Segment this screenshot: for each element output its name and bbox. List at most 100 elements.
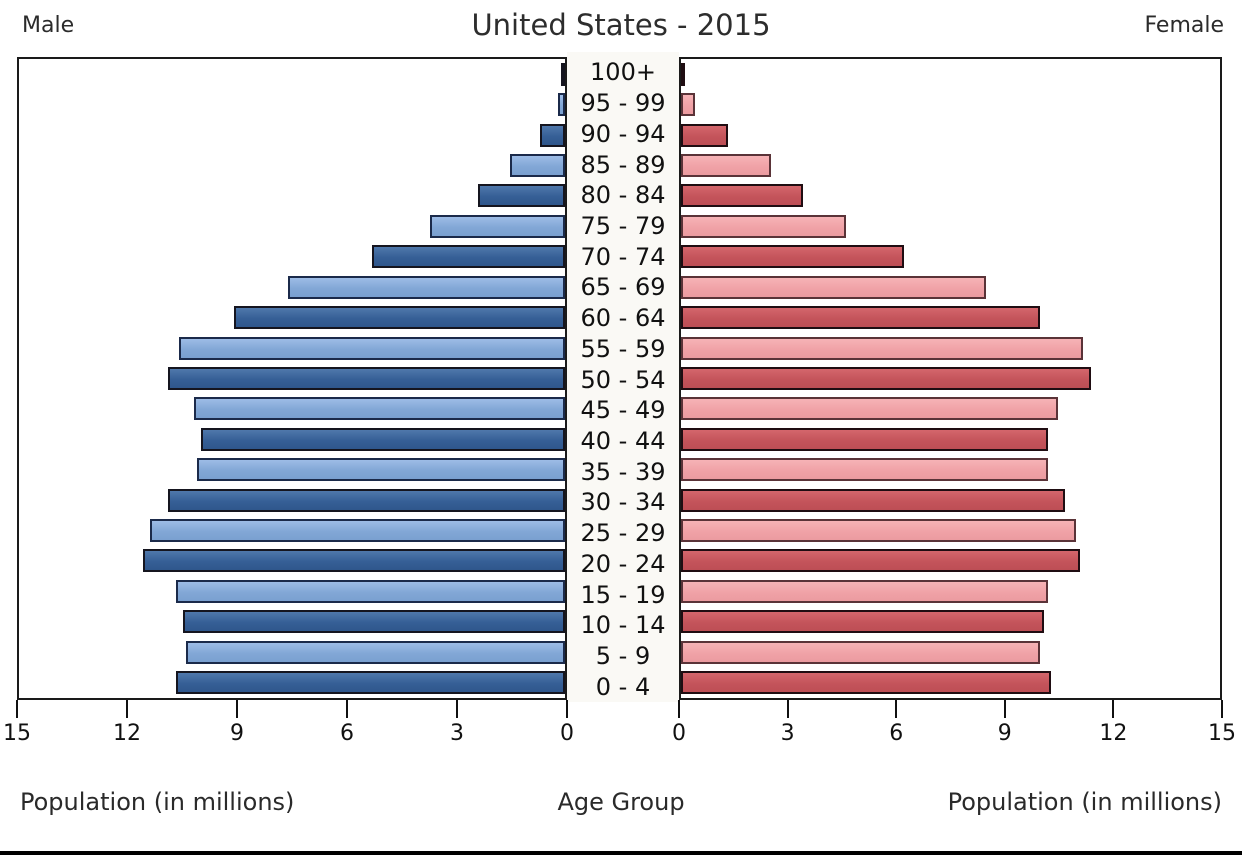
- age-group-axis: 100+ 95 - 99 90 - 94 85 - 89 80 - 84 75 - 79 7…: [567, 52, 679, 702]
- male-row-85-89: [19, 150, 565, 180]
- male-bar-30-34: [168, 488, 565, 512]
- age-label-95-99: 95 - 99: [580, 89, 666, 118]
- male-row-30-34: [19, 485, 565, 515]
- male-bar-95-99: [557, 93, 565, 117]
- female-row-30-34: [681, 485, 1220, 515]
- female-tick-label-9: 9: [997, 721, 1012, 746]
- male-row-80-84: [19, 181, 565, 211]
- male-row-60-64: [19, 302, 565, 332]
- male-row-10-14: [19, 607, 565, 637]
- male-row-0-4: [19, 667, 565, 697]
- female-row-95-99: [681, 89, 1220, 119]
- female-bar-75-79: [681, 214, 847, 238]
- age-label-0-4: 0 - 4: [595, 672, 651, 701]
- male-row-45-49: [19, 394, 565, 424]
- female-row-70-74: [681, 242, 1220, 272]
- male-bar-0-4: [175, 671, 565, 695]
- male-row-40-44: [19, 424, 565, 454]
- male-tick-12: [126, 700, 128, 718]
- age-label-25-29: 25 - 29: [580, 519, 666, 548]
- male-bar-55-59: [179, 336, 565, 360]
- male-bar-25-29: [150, 519, 565, 543]
- male-tick-label-15: 15: [3, 721, 31, 746]
- female-row-65-69: [681, 272, 1220, 302]
- age-label-35-39: 35 - 39: [580, 457, 666, 486]
- age-label-5-9: 5 - 9: [595, 642, 651, 671]
- male-row-55-59: [19, 333, 565, 363]
- male-bar-45-49: [193, 397, 565, 421]
- female-bar-80-84: [681, 184, 804, 208]
- female-row-100plus: [681, 59, 1220, 89]
- female-tick-3: [786, 700, 789, 718]
- male-row-90-94: [19, 120, 565, 150]
- male-bar-35-39: [197, 458, 565, 482]
- age-label-20-24: 20 - 24: [580, 549, 666, 578]
- female-bar-35-39: [681, 458, 1048, 482]
- female-tick-9: [1003, 700, 1006, 718]
- age-label-55-59: 55 - 59: [580, 334, 666, 363]
- male-tick-6: [346, 700, 348, 718]
- female-tick-label-15: 15: [1208, 721, 1236, 746]
- male-row-100plus: [19, 59, 565, 89]
- female-bar-20-24: [681, 549, 1080, 573]
- female-row-45-49: [681, 394, 1220, 424]
- female-row-85-89: [681, 150, 1220, 180]
- male-bar-75-79: [430, 214, 565, 238]
- male-bar-85-89: [510, 153, 565, 177]
- male-tick-0: [566, 700, 568, 718]
- female-row-40-44: [681, 424, 1220, 454]
- age-label-60-64: 60 - 64: [580, 304, 666, 333]
- male-bar-15-19: [175, 579, 565, 603]
- female-bar-45-49: [681, 397, 1059, 421]
- female-bar-65-69: [681, 275, 987, 299]
- male-row-5-9: [19, 637, 565, 667]
- male-row-50-54: [19, 363, 565, 393]
- female-row-0-4: [681, 667, 1220, 697]
- female-bar-95-99: [681, 93, 696, 117]
- male-row-95-99: [19, 89, 565, 119]
- male-bar-90-94: [539, 123, 565, 147]
- female-row-20-24: [681, 546, 1220, 576]
- female-axis-title: Female: [1144, 13, 1224, 38]
- female-tick-label-0: 0: [672, 721, 686, 746]
- male-tick-3: [456, 700, 458, 718]
- age-label-40-44: 40 - 44: [580, 426, 666, 455]
- male-tick-label-6: 6: [340, 721, 354, 746]
- male-bar-65-69: [288, 275, 565, 299]
- female-row-75-79: [681, 211, 1220, 241]
- male-row-75-79: [19, 211, 565, 241]
- female-bar-25-29: [681, 519, 1077, 543]
- age-label-65-69: 65 - 69: [580, 273, 666, 302]
- female-bar-40-44: [681, 427, 1048, 451]
- age-label-15-19: 15 - 19: [580, 580, 666, 609]
- female-row-90-94: [681, 120, 1220, 150]
- age-label-80-84: 80 - 84: [580, 181, 666, 210]
- male-bar-50-54: [168, 366, 565, 390]
- male-bar-70-74: [372, 245, 565, 269]
- female-plot-area: [679, 57, 1222, 700]
- age-label-10-14: 10 - 14: [580, 611, 666, 640]
- male-bar-5-9: [186, 640, 565, 664]
- female-bar-85-89: [681, 153, 771, 177]
- female-row-35-39: [681, 454, 1220, 484]
- bottom-border-rule: [0, 851, 1242, 855]
- chart-title: United States - 2015: [471, 8, 771, 42]
- female-bar-90-94: [681, 123, 728, 147]
- female-row-80-84: [681, 181, 1220, 211]
- male-bar-60-64: [233, 306, 565, 330]
- female-tick-15: [1221, 700, 1223, 718]
- age-label-85-89: 85 - 89: [580, 150, 666, 179]
- male-row-15-19: [19, 576, 565, 606]
- female-bar-30-34: [681, 488, 1066, 512]
- female-bar-55-59: [681, 336, 1084, 360]
- age-label-45-49: 45 - 49: [580, 396, 666, 425]
- female-row-5-9: [681, 637, 1220, 667]
- female-bar-50-54: [681, 366, 1091, 390]
- female-row-25-29: [681, 515, 1220, 545]
- male-row-65-69: [19, 272, 565, 302]
- female-tick-label-12: 12: [1099, 721, 1128, 746]
- female-tick-label-6: 6: [889, 721, 904, 746]
- age-label-75-79: 75 - 79: [580, 211, 666, 240]
- male-tick-9: [236, 700, 238, 718]
